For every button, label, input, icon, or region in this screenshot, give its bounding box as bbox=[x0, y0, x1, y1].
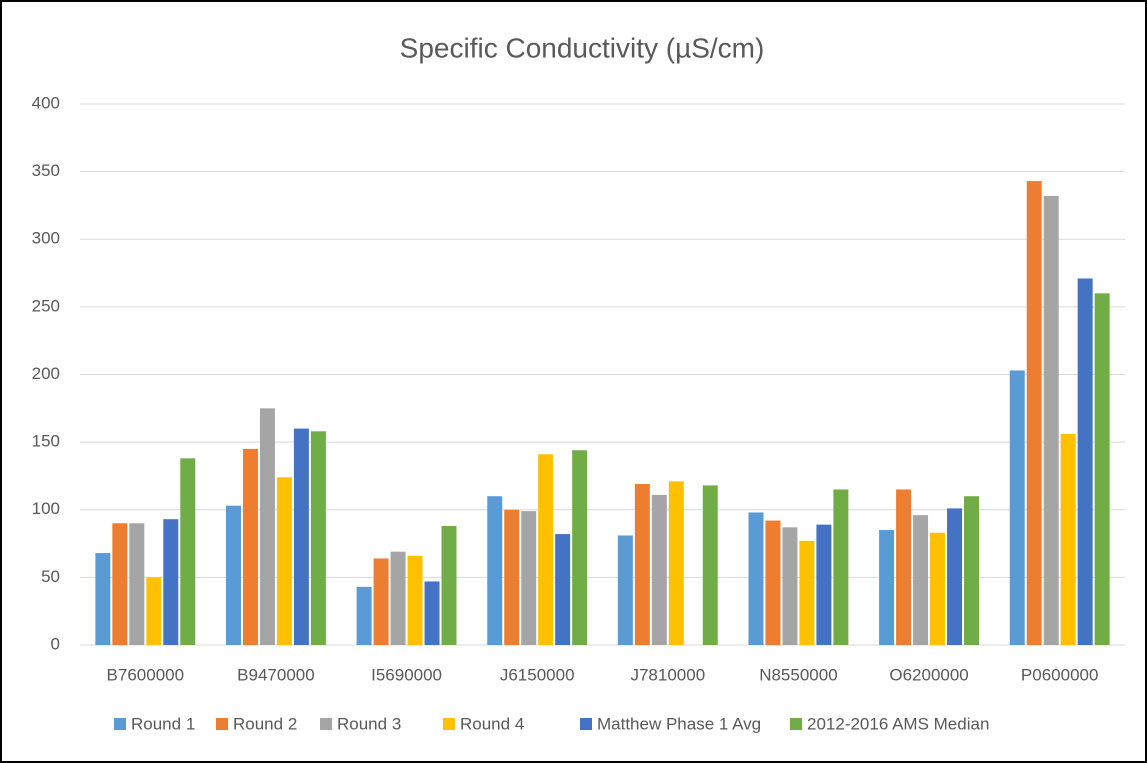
legend-swatch bbox=[320, 718, 332, 730]
bar bbox=[947, 508, 963, 645]
bar bbox=[913, 515, 929, 645]
bar bbox=[879, 530, 895, 645]
legend-label: 2012-2016 AMS Median bbox=[807, 714, 989, 733]
bar bbox=[930, 532, 946, 645]
bar bbox=[617, 535, 633, 645]
bar bbox=[1043, 195, 1059, 645]
bar bbox=[293, 428, 309, 645]
bar bbox=[95, 553, 111, 645]
bar bbox=[702, 485, 718, 645]
legend-swatch bbox=[216, 718, 228, 730]
y-tick-label: 50 bbox=[41, 567, 60, 586]
x-tick-label: O6200000 bbox=[889, 665, 968, 684]
x-tick-label: I5690000 bbox=[371, 665, 442, 684]
bar bbox=[180, 458, 196, 645]
bar bbox=[816, 524, 832, 645]
bar bbox=[896, 489, 912, 645]
bar bbox=[129, 523, 145, 645]
bar bbox=[833, 489, 849, 645]
x-tick-label: B7600000 bbox=[107, 665, 185, 684]
x-tick-label: B9470000 bbox=[237, 665, 315, 684]
bar bbox=[634, 484, 650, 645]
y-tick-label: 300 bbox=[32, 229, 60, 248]
legend-label: Round 3 bbox=[337, 714, 401, 733]
bar bbox=[390, 551, 406, 645]
y-tick-label: 350 bbox=[32, 161, 60, 180]
bar bbox=[225, 505, 241, 645]
bar bbox=[964, 496, 980, 645]
legend-swatch bbox=[580, 718, 592, 730]
bar bbox=[1060, 434, 1076, 645]
bar bbox=[1094, 293, 1110, 645]
bar bbox=[1077, 278, 1093, 645]
bar bbox=[799, 540, 815, 645]
bar bbox=[504, 509, 520, 645]
legend-swatch bbox=[443, 718, 455, 730]
legend-swatch bbox=[790, 718, 802, 730]
bar bbox=[651, 494, 667, 645]
bar bbox=[1009, 370, 1025, 645]
x-tick-label: N8550000 bbox=[759, 665, 837, 684]
legend-label: Round 4 bbox=[460, 714, 524, 733]
bar bbox=[310, 431, 326, 645]
bar bbox=[782, 527, 798, 645]
y-tick-label: 250 bbox=[32, 296, 60, 315]
bar bbox=[112, 523, 128, 645]
bar bbox=[765, 520, 781, 645]
bar bbox=[555, 534, 571, 645]
y-tick-label: 400 bbox=[32, 93, 60, 112]
bar bbox=[163, 519, 179, 645]
bar bbox=[242, 448, 258, 645]
bar bbox=[521, 511, 537, 645]
bar bbox=[441, 525, 457, 645]
bar bbox=[276, 477, 292, 645]
bar bbox=[424, 581, 440, 645]
bar bbox=[668, 481, 684, 645]
legend-swatch bbox=[114, 718, 126, 730]
bar bbox=[146, 577, 162, 645]
bar bbox=[538, 454, 554, 645]
bar bbox=[356, 586, 372, 645]
bar bbox=[748, 512, 764, 645]
x-tick-label: J7810000 bbox=[630, 665, 705, 684]
y-tick-label: 150 bbox=[32, 432, 60, 451]
chart-title: Specific Conductivity (µS/cm) bbox=[400, 32, 765, 63]
y-tick-label: 200 bbox=[32, 364, 60, 383]
bar bbox=[373, 558, 389, 645]
bar bbox=[572, 450, 588, 645]
bar bbox=[259, 408, 275, 645]
y-tick-label: 100 bbox=[32, 499, 60, 518]
y-tick-label: 0 bbox=[51, 634, 60, 653]
legend-label: Round 1 bbox=[131, 714, 195, 733]
x-tick-label: J6150000 bbox=[500, 665, 575, 684]
x-tick-label: P0600000 bbox=[1021, 665, 1099, 684]
legend-label: Round 2 bbox=[233, 714, 297, 733]
bar bbox=[487, 496, 503, 645]
legend-label: Matthew Phase 1 Avg bbox=[597, 714, 761, 733]
bar bbox=[1026, 181, 1042, 645]
bar bbox=[407, 555, 423, 645]
